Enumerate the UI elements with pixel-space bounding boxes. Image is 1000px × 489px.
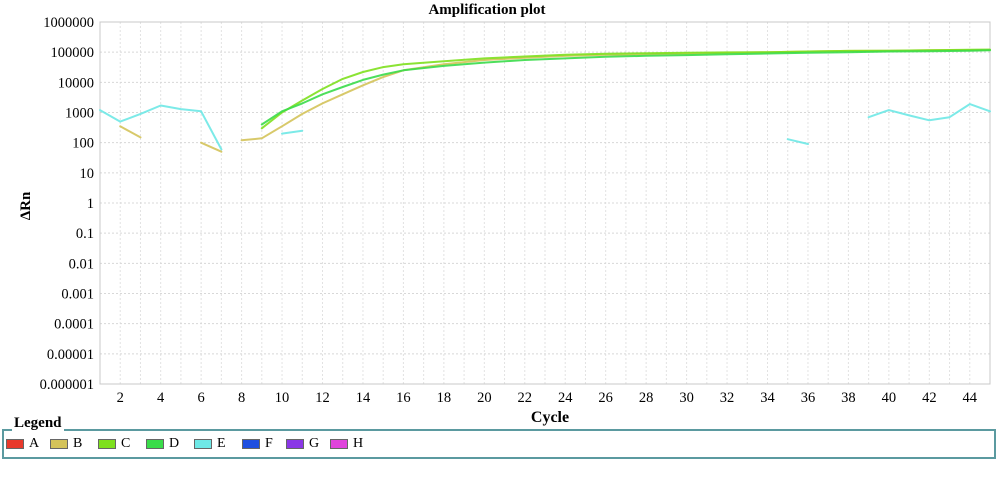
legend-swatch xyxy=(330,439,348,449)
x-axis-tick-labels: 2 4 6 8 10 12 14 16 18 20 22 24 26 28 30 32 34 36 38 40 42 44 xyxy=(117,390,978,406)
y-tick-label: 0.1 xyxy=(76,226,94,242)
y-tick-label: 1000 xyxy=(65,106,94,122)
series-line-1 xyxy=(200,141,223,153)
y-tick-label: 0.000001 xyxy=(40,377,94,393)
legend-swatch xyxy=(286,439,304,449)
series-line-2 xyxy=(260,48,991,130)
x-tick-label: 30 xyxy=(679,390,694,406)
series-layer xyxy=(99,48,991,153)
x-tick-label: 18 xyxy=(437,390,452,406)
y-tick-label: 0.0001 xyxy=(54,317,94,333)
legend-label: F xyxy=(265,436,273,451)
y-tick-label: 0.00001 xyxy=(47,347,94,363)
legend-swatch xyxy=(194,439,212,449)
legend-box xyxy=(2,429,996,459)
series-line-4 xyxy=(867,103,991,122)
y-tick-label: 10000 xyxy=(58,75,94,91)
x-tick-label: 12 xyxy=(315,390,330,406)
y-tick-label: 100000 xyxy=(51,45,95,61)
legend-swatch xyxy=(98,439,116,449)
legend-label: G xyxy=(309,436,320,451)
chart-title: Amplification plot xyxy=(428,2,545,18)
x-tick-label: 42 xyxy=(922,390,937,406)
x-tick-label: 26 xyxy=(598,390,613,406)
x-tick-label: 16 xyxy=(396,390,411,406)
legend-swatch xyxy=(146,439,164,449)
x-tick-label: 34 xyxy=(760,390,775,406)
series-line-4 xyxy=(281,129,304,135)
x-tick-label: 4 xyxy=(157,390,165,406)
series-line-3 xyxy=(260,49,991,126)
y-tick-label: 0.001 xyxy=(61,287,94,303)
x-tick-label: 24 xyxy=(558,390,573,406)
y-tick-label: 100 xyxy=(72,136,94,152)
series-line-4 xyxy=(99,104,223,151)
legend-swatch xyxy=(242,439,260,449)
series-line-1 xyxy=(119,125,142,139)
y-axis-tick-labels: 0.000001 0.00001 0.0001 0.001 0.01 0.1 1 10 100 1… xyxy=(40,15,94,393)
x-tick-label: 14 xyxy=(356,390,371,406)
legend-label: E xyxy=(217,436,226,451)
legend-swatch xyxy=(50,439,68,449)
legend-label: H xyxy=(353,436,364,451)
x-tick-label: 32 xyxy=(720,390,735,406)
x-tick-label: 22 xyxy=(518,390,533,406)
x-tick-label: 38 xyxy=(841,390,856,406)
legend-label: C xyxy=(121,436,131,451)
legend-swatch xyxy=(6,439,24,449)
y-axis-label: ΔRn xyxy=(18,191,34,220)
x-tick-label: 36 xyxy=(801,390,816,406)
x-tick-label: 44 xyxy=(963,390,978,406)
x-tick-label: 2 xyxy=(117,390,124,406)
y-tick-label: 1 xyxy=(87,196,94,212)
legend-label: D xyxy=(169,436,180,451)
y-tick-label: 1000000 xyxy=(43,15,94,31)
x-axis-label: Cycle xyxy=(531,409,569,426)
legend-label: A xyxy=(29,436,40,451)
y-tick-label: 0.01 xyxy=(69,256,94,272)
series-line-1 xyxy=(240,48,991,142)
x-tick-label: 8 xyxy=(238,390,245,406)
legend-label: B xyxy=(73,436,83,451)
x-tick-label: 6 xyxy=(198,390,205,406)
legend-title: Legend xyxy=(12,415,64,432)
x-tick-label: 10 xyxy=(275,390,290,406)
x-tick-label: 20 xyxy=(477,390,492,406)
y-tick-label: 10 xyxy=(80,166,95,182)
x-tick-label: 40 xyxy=(882,390,897,406)
series-line-4 xyxy=(786,138,809,145)
x-tick-label: 28 xyxy=(639,390,654,406)
plot-area-border xyxy=(99,21,991,385)
plot-grid xyxy=(99,21,991,385)
